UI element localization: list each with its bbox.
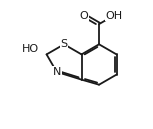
Text: OH: OH bbox=[105, 11, 122, 21]
Text: S: S bbox=[60, 39, 68, 49]
Text: O: O bbox=[80, 11, 89, 21]
Text: N: N bbox=[52, 67, 61, 77]
Text: HO: HO bbox=[22, 44, 39, 54]
